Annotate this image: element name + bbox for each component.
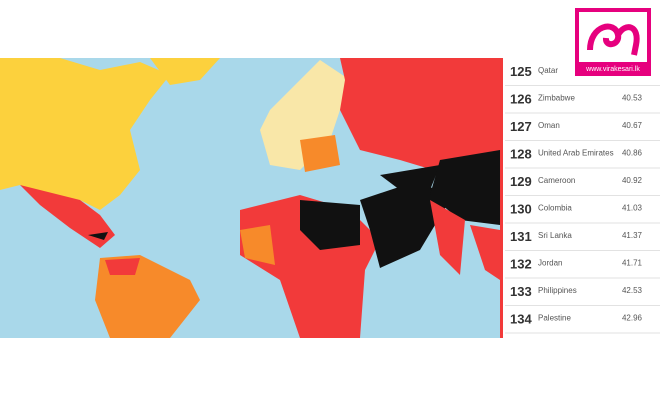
venezuela <box>105 258 140 275</box>
country: Qatar <box>538 66 558 75</box>
rank: 134 <box>510 312 532 327</box>
cuba <box>88 232 108 240</box>
rank: 127 <box>510 119 532 134</box>
middle-east <box>360 180 450 268</box>
score: 42.96 <box>622 313 643 322</box>
ranking-list: 125 Qatar 126 Zimbabwe 40.53 127 Oman 40.67 128 U… <box>505 64 660 334</box>
rank: 125 <box>510 64 532 79</box>
ranking-panel <box>500 58 660 338</box>
mexico <box>20 185 115 248</box>
score: 40.86 <box>622 148 643 157</box>
rank: 131 <box>510 229 532 244</box>
country: Cameroon <box>538 176 575 185</box>
russia <box>340 58 500 175</box>
country: Zimbabwe <box>538 93 575 102</box>
country: Jordan <box>538 258 562 267</box>
south-america <box>95 255 200 338</box>
score: 41.71 <box>622 258 643 267</box>
score: 40.67 <box>622 121 643 130</box>
score: 42.53 <box>622 286 643 295</box>
rank: 130 <box>510 202 532 217</box>
country: Palestine <box>538 313 571 322</box>
greenland <box>150 58 220 85</box>
score: 41.03 <box>622 203 643 212</box>
rank: 129 <box>510 174 532 189</box>
country: Colombia <box>538 203 572 212</box>
country: Sri Lanka <box>538 231 572 240</box>
west-africa <box>240 225 275 265</box>
india <box>430 200 465 275</box>
rank: 132 <box>510 257 532 272</box>
north-africa <box>300 200 360 250</box>
score: 40.53 <box>622 93 643 102</box>
score: 41.37 <box>622 231 643 240</box>
logo-url: www.virakesari.lk <box>585 66 640 73</box>
south-east-asia <box>470 225 500 280</box>
rank: 133 <box>510 284 532 299</box>
country: Oman <box>538 121 560 130</box>
score: 40.92 <box>622 176 643 185</box>
logo-mark <box>587 23 640 56</box>
rank: 128 <box>510 147 532 162</box>
eastern-europe <box>300 135 340 172</box>
country: United Arab Emirates <box>538 148 614 157</box>
north-america <box>0 58 170 210</box>
country: Philippines <box>538 286 577 295</box>
world-map <box>0 58 500 338</box>
china <box>430 150 500 225</box>
rank: 126 <box>510 92 532 107</box>
logo: www.virakesari.lk <box>575 8 651 76</box>
central-asia <box>380 165 440 190</box>
panel-accent <box>500 58 503 338</box>
